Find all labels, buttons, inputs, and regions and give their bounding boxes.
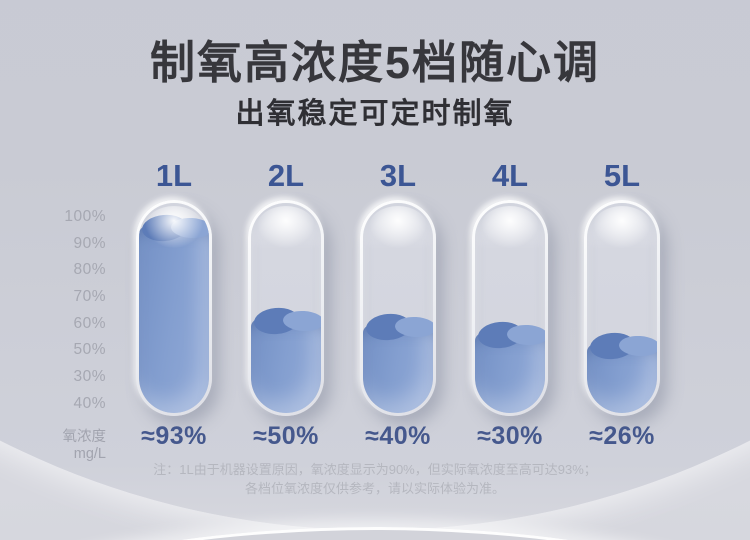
glass-shine — [368, 206, 428, 248]
glass-shine — [480, 206, 540, 248]
oxygen-tube — [136, 200, 212, 416]
flow-label: 5L — [603, 158, 641, 193]
tube-glass — [363, 203, 433, 413]
tube-column-5l: 5L — [584, 158, 660, 416]
liquid-fill — [587, 330, 657, 413]
liquid-fill — [475, 320, 545, 413]
oxygen-tube — [360, 200, 436, 416]
flow-label: 3L — [379, 158, 417, 193]
device-top-arc — [0, 527, 750, 540]
tube-column-3l: 3L — [360, 158, 436, 416]
glass-shine — [592, 206, 652, 248]
oxygen-tube — [248, 200, 324, 416]
oxygen-tube — [472, 200, 548, 416]
liquid-fill — [251, 305, 321, 413]
tube-glass — [587, 203, 657, 413]
liquid-fill — [139, 213, 209, 413]
y-unit-line1: 氧浓度 — [62, 429, 107, 445]
oxygen-tube — [584, 200, 660, 416]
concentration-value: ≈30% — [477, 422, 543, 450]
concentration-value: ≈50% — [253, 422, 319, 450]
y-tick: 90% — [73, 234, 106, 252]
y-tick: 70% — [73, 288, 106, 306]
footnote-line1: 注：1L由于机器设置原因，氧浓度显示为90%，但实际氧浓度至高可达93%； — [153, 462, 597, 477]
page-subtitle: 出氧稳定可定时制氧 — [235, 98, 515, 130]
y-tick: 100% — [64, 208, 106, 225]
flow-label: 2L — [267, 158, 305, 193]
y-tick: 60% — [73, 314, 106, 332]
page-title: 制氧高浓度5档随心调 — [149, 37, 601, 88]
tube-column-1l: 1L — [136, 158, 212, 416]
y-tick: 50% — [73, 341, 106, 359]
y-unit-line2: mg/L — [73, 445, 106, 462]
concentration-value: ≈40% — [365, 422, 431, 450]
tube-glass — [139, 203, 209, 413]
concentration-value: ≈93% — [141, 422, 207, 450]
y-tick: 30% — [73, 368, 106, 386]
concentration-value: ≈26% — [589, 422, 655, 450]
y-tick: 40% — [73, 394, 106, 412]
footnote-line2: 各档位氧浓度仅供参考，请以实际体验为准。 — [244, 481, 505, 496]
tube-glass — [251, 203, 321, 413]
tube-column-2l: 2L — [248, 158, 324, 416]
liquid-fill — [363, 311, 433, 413]
flow-label: 4L — [491, 158, 529, 193]
glass-shine — [256, 206, 316, 248]
y-axis-unit: 氧浓度 mg/L — [0, 429, 107, 462]
tube-glass — [475, 203, 545, 413]
y-axis: 100% 90% 80% 70% 60% 50% 30% 40% — [0, 204, 106, 418]
flow-label: 1L — [155, 158, 193, 193]
y-tick: 80% — [73, 261, 106, 279]
tube-column-4l: 4L — [472, 158, 548, 416]
